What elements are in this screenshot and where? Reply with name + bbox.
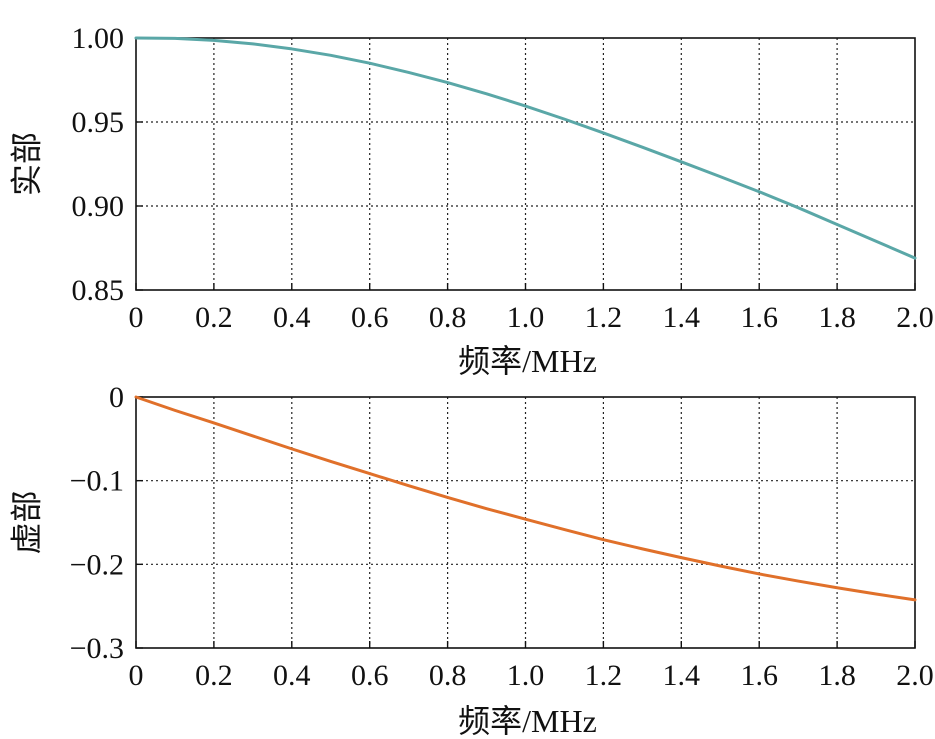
y-tick-label: 0.90 xyxy=(72,190,125,223)
y-tick-label: 1.00 xyxy=(72,22,125,55)
y-tick-label: −0.2 xyxy=(70,548,124,581)
x-tick-label: 1.6 xyxy=(740,301,778,334)
x-tick-label: 0.6 xyxy=(351,301,389,334)
y-tick-label: 0.95 xyxy=(72,106,125,139)
x-tick-label: 1.8 xyxy=(818,301,856,334)
x-tick-label: 0.4 xyxy=(273,301,311,334)
x-tick-label: 1.2 xyxy=(585,301,623,334)
x-tick-label: 0.4 xyxy=(273,659,311,692)
x-tick-label: 0.2 xyxy=(195,301,233,334)
x-tick-label: 2.0 xyxy=(896,301,934,334)
y-tick-label: −0.1 xyxy=(70,465,124,498)
x-tick-label: 1.2 xyxy=(585,659,623,692)
x-tick-label: 1.4 xyxy=(663,301,701,334)
x-tick-label: 0.6 xyxy=(351,659,389,692)
x-tick-label: 0 xyxy=(129,659,144,692)
real-part-chart: 0 0.2 0.4 0.6 0.8 1.0 1.2 1.4 1.6 1.8 2.0 0.85 0.90 0… xyxy=(8,22,933,379)
x-tick-label: 1.0 xyxy=(507,659,545,692)
x-tick-label: 0.8 xyxy=(429,301,467,334)
x-axis-title: 频率/MHz xyxy=(458,343,597,379)
series-line xyxy=(134,36,917,260)
x-tick-label: 2.0 xyxy=(896,659,934,692)
x-tick-label: 0.2 xyxy=(195,659,233,692)
y-tick-label: 0 xyxy=(109,381,124,414)
y-axis-title: 虚部 xyxy=(8,490,44,554)
x-axis-title: 频率/MHz xyxy=(458,703,597,739)
x-tick-label: 1.8 xyxy=(818,659,856,692)
series-line xyxy=(134,395,917,602)
x-tick-label: 1.6 xyxy=(740,659,778,692)
y-axis-title: 实部 xyxy=(8,132,44,196)
y-tick-label: 0.85 xyxy=(72,274,125,307)
imaginary-part-chart: 0 0.2 0.4 0.6 0.8 1.0 1.2 1.4 1.6 1.8 2.0 −0.3 −0.2 −… xyxy=(8,381,933,739)
x-tick-label: 1.0 xyxy=(507,301,545,334)
x-tick-label: 1.4 xyxy=(663,659,701,692)
x-tick-label: 0 xyxy=(129,301,144,334)
x-tick-label: 0.8 xyxy=(429,659,467,692)
y-tick-label: −0.3 xyxy=(70,632,124,665)
